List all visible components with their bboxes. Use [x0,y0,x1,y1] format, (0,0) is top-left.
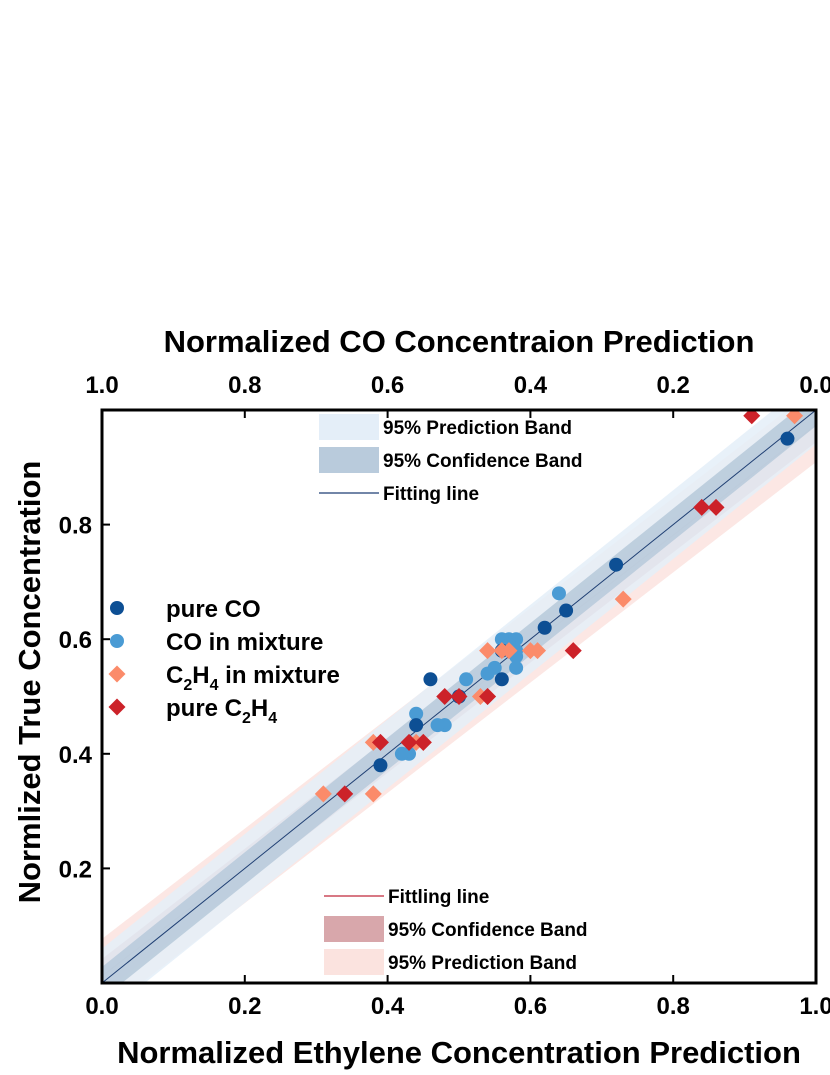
c2h4-mix-point [314,785,332,803]
top-x-tick-label: 0.2 [657,372,690,399]
co-mix-point [551,586,566,601]
pure-c2h4-point [371,733,389,751]
co-mix-point [509,660,524,675]
pure-c2h4-point [414,733,432,751]
pure-c2h4-point [743,410,761,425]
c2h4-mix-point [364,785,382,803]
pure-co-point [373,758,388,773]
co-mix-legend-label: CO in mixture [166,629,323,656]
pure-co-point [780,431,795,446]
data-points [314,410,804,803]
c2h4-legend-label: 95% Confidence Band [388,920,588,941]
pure-co-point [559,603,574,618]
bottom-x-tick-label: 0.4 [371,993,405,1020]
bottom-x-tick-label: 0.8 [657,993,690,1020]
co-mix-point [409,706,424,721]
bottom-x-tick-label: 0.0 [85,993,118,1020]
axis-ticks: 0.0 0.2 0.4 0.6 0.8 1.0 1.0 0.8 0.6 0.4 0.2 0.0 0.2 0… [59,372,830,1020]
c2h4-mix-legend-label: C2H4 in mixture [166,662,340,694]
c2h4-mix-point [500,642,518,660]
pure-c2h4-point [450,688,468,705]
series-legend: pure CO CO in mixture C2H4 in mixturepure … [108,596,340,727]
top-x-tick-label: 0.4 [514,372,548,399]
co-mix-point [430,718,445,733]
pure-co-point [537,620,552,635]
pure-co-point [609,557,624,572]
pure-c2h4-point [693,498,711,516]
c2h4-mix-point [479,642,497,660]
pure-co-legend-marker [110,601,124,615]
top-x-tick-label: 0.8 [228,372,261,399]
pure-c2h4-point [336,785,354,803]
pure-c2h4-point [400,733,418,751]
bottom-x-tick-label: 1.0 [799,993,830,1020]
pure-c2h4-point [479,688,497,705]
pure-co-point [409,718,424,733]
c2h4-mix-legend-marker [108,665,126,683]
pure-co-point [494,672,509,687]
top-x-tick-label: 0.6 [371,372,404,399]
top-x-axis-title: Normalized CO Concentraion Prediction [164,324,755,359]
c2h4-mix-point [614,590,632,608]
pure-co-legend-label: pure CO [166,596,261,623]
pure-c2h4-point [436,688,454,705]
c2h4-legend-label: 95% Prediction Band [388,953,577,974]
pure-c2h4-legend-label: pure C2H4 [166,695,277,727]
y-axis-title: Normlized True Concentration [12,461,47,904]
pure-c2h4-point [707,498,725,516]
c2h4-legend-band-swatch [324,949,384,975]
c2h4-legend-band-swatch [324,916,384,942]
co-mix-point [480,666,495,681]
c2h4-mix-point [529,642,547,660]
bottom-x-tick-label: 0.2 [228,993,261,1020]
co-legend-label: 95% Confidence Band [383,451,583,472]
c2h4-band-legend: Fittling line 95% Confidence Band 95% Pred… [324,887,588,975]
y-tick-label: 0.6 [59,627,92,654]
co-legend-label: 95% Prediction Band [383,418,572,439]
co-band-legend: 95% Prediction Band 95% Confidence Band Fi… [319,414,583,505]
pure-co-point [423,672,438,687]
co-legend-band-swatch [319,447,379,473]
co-legend-band-swatch [319,414,379,440]
c2h4-mix-point [786,410,804,425]
co-legend-label: Fitting line [383,484,479,505]
pure-c2h4-point [564,642,582,660]
y-tick-label: 0.4 [59,742,93,769]
y-tick-label: 0.2 [59,856,92,883]
pure-c2h4-legend-marker [108,698,126,716]
top-x-tick-label: 1.0 [85,372,118,399]
co-mix-legend-marker [110,634,124,648]
plot-frame [100,408,818,985]
co-mix-point [394,746,409,761]
y-tick-label: 0.8 [59,513,92,540]
bottom-x-tick-label: 0.6 [514,993,547,1020]
c2h4-legend-label: Fittling line [388,887,489,908]
bottom-x-axis-title: Normalized Ethylene Concentration Predic… [117,1035,801,1070]
co-mix-point [459,672,474,687]
top-x-tick-label: 0.0 [799,372,830,399]
